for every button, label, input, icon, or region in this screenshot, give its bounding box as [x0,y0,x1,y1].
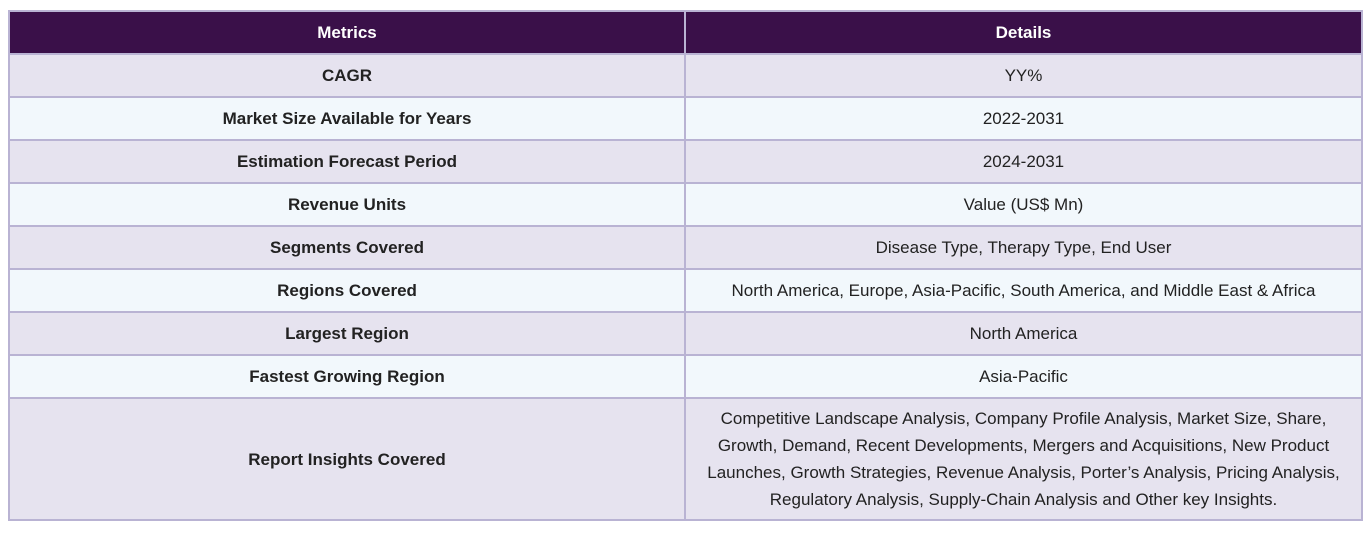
metric-cell: Regions Covered [8,268,686,313]
details-cell: North America, Europe, Asia-Pacific, Sou… [684,268,1363,313]
details-cell: YY% [684,53,1363,98]
details-cell: 2024-2031 [684,139,1363,184]
details-cell: Value (US$ Mn) [684,182,1363,227]
table-row: Regions Covered North America, Europe, A… [8,268,1363,313]
metric-cell: Largest Region [8,311,686,356]
details-cell: Asia-Pacific [684,354,1363,399]
table-row: Fastest Growing Region Asia-Pacific [8,354,1363,399]
details-cell: Competitive Landscape Analysis, Company … [684,397,1363,521]
table-row: Estimation Forecast Period 2024-2031 [8,139,1363,184]
table-header-row: Metrics Details [8,10,1363,55]
metric-cell: Estimation Forecast Period [8,139,686,184]
table-row: Revenue Units Value (US$ Mn) [8,182,1363,227]
metrics-table: Metrics Details CAGR YY% Market Size Ava… [8,10,1363,521]
details-cell: Disease Type, Therapy Type, End User [684,225,1363,270]
table-row: Largest Region North America [8,311,1363,356]
column-header-metrics: Metrics [8,10,686,55]
metrics-table-container: Metrics Details CAGR YY% Market Size Ava… [8,10,1363,521]
table-row: Segments Covered Disease Type, Therapy T… [8,225,1363,270]
table-row: Market Size Available for Years 2022-203… [8,96,1363,141]
column-header-details: Details [684,10,1363,55]
metric-cell: CAGR [8,53,686,98]
metric-cell: Report Insights Covered [8,397,686,521]
table-row: Report Insights Covered Competitive Land… [8,397,1363,521]
metric-cell: Segments Covered [8,225,686,270]
metric-cell: Fastest Growing Region [8,354,686,399]
metric-cell: Market Size Available for Years [8,96,686,141]
metric-cell: Revenue Units [8,182,686,227]
details-cell: 2022-2031 [684,96,1363,141]
table-row: CAGR YY% [8,53,1363,98]
details-cell: North America [684,311,1363,356]
